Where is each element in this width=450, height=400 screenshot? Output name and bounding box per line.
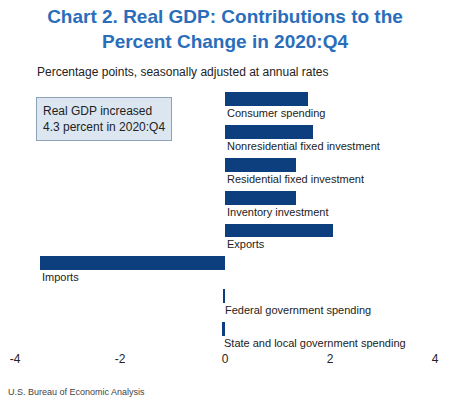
svg-text:Imports: Imports [42,271,79,283]
svg-text:Real GDP increased4.3 percent: Real GDP increased4.3 percent in 2020:Q4 [43,104,165,134]
svg-text:2: 2 [327,352,334,366]
svg-text:State and local government spe: State and local government spending [224,337,406,349]
svg-text:4: 4 [432,352,439,366]
svg-text:Nonresidential fixed investmen: Nonresidential fixed investment [227,140,380,152]
svg-text:Percentage points, seasonally: Percentage points, seasonally adjusted a… [37,65,329,79]
svg-text:Federal government spending: Federal government spending [225,304,371,316]
svg-text:0: 0 [222,352,229,366]
svg-text:Residential fixed investment: Residential fixed investment [227,173,364,185]
svg-text:-4: -4 [10,352,21,366]
svg-text:Inventory investment: Inventory investment [227,206,329,218]
svg-text:Exports: Exports [227,238,265,250]
svg-text:U.S. Bureau of Economic Analys: U.S. Bureau of Economic Analysis [8,387,145,397]
svg-text:-2: -2 [115,352,126,366]
svg-text:Chart 2. Real GDP: Contributio: Chart 2. Real GDP: Contributions to theP… [47,6,403,52]
svg-text:Consumer spending: Consumer spending [227,107,325,119]
